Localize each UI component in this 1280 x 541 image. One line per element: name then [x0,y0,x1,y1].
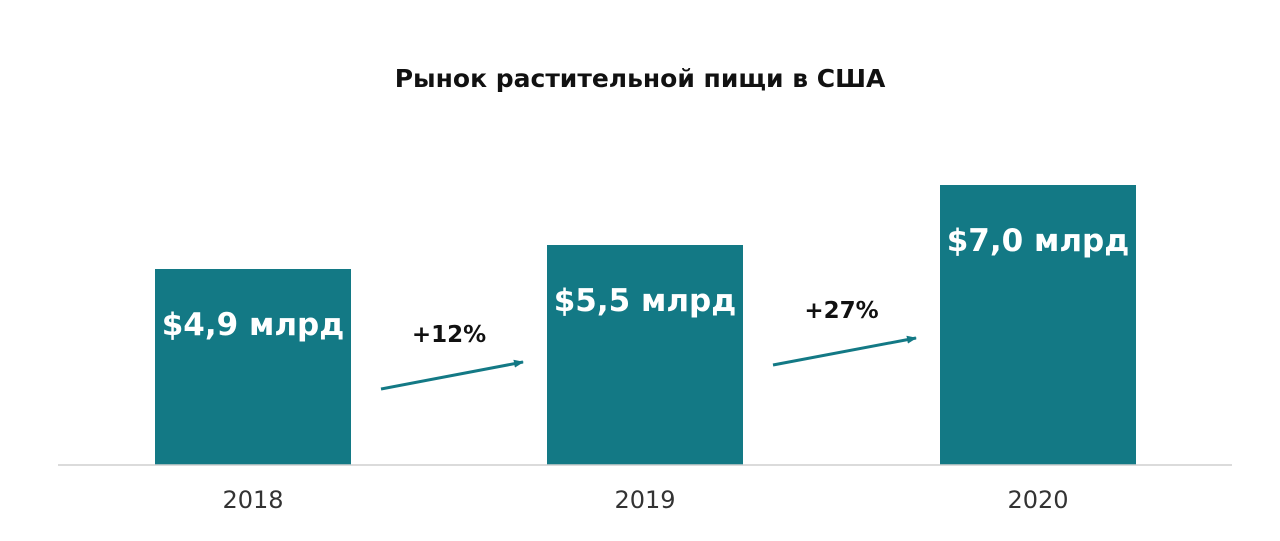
data-label-2019: $5,5 млрд [554,283,737,319]
bar-2018 [155,269,351,465]
chart-title: Рынок растительной пищи в США [394,64,886,93]
bar-2019 [547,245,743,465]
bar-2020 [940,185,1136,465]
x-tick-2018: 2018 [222,486,283,514]
data-label-2020: $7,0 млрд [947,223,1130,259]
growth-arrow-2019-2020 [772,335,917,367]
x-tick-2019: 2019 [614,486,675,514]
x-tick-2020: 2020 [1007,486,1068,514]
growth-label-2019-2020: +27% [804,298,878,324]
growth-label-2018-2019: +12% [412,322,486,348]
growth-arrow-2018-2019 [380,359,524,391]
data-label-2018: $4,9 млрд [162,307,345,343]
